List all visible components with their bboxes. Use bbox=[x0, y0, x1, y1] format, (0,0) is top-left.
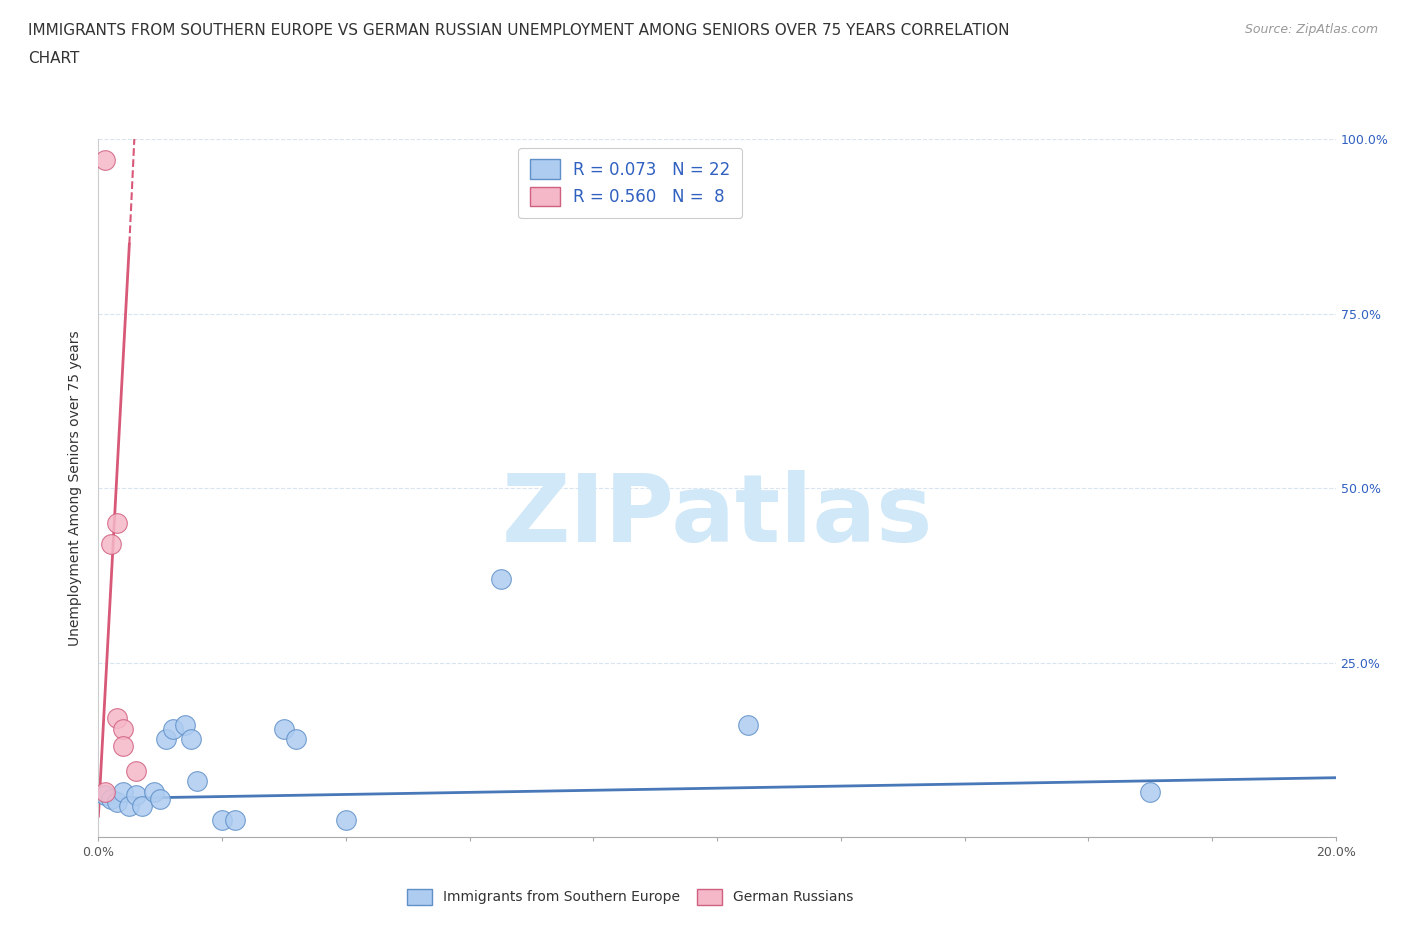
Point bbox=[149, 791, 172, 806]
Point bbox=[737, 718, 759, 733]
Point bbox=[100, 537, 122, 551]
Point bbox=[93, 153, 115, 168]
Point bbox=[162, 722, 184, 737]
Text: Source: ZipAtlas.com: Source: ZipAtlas.com bbox=[1244, 23, 1378, 36]
Text: CHART: CHART bbox=[28, 51, 80, 66]
Point bbox=[174, 718, 197, 733]
Point bbox=[118, 798, 141, 813]
Point bbox=[112, 722, 135, 737]
Point bbox=[124, 764, 146, 778]
Point bbox=[112, 738, 135, 753]
Point bbox=[105, 515, 128, 530]
Y-axis label: Unemployment Among Seniors over 75 years: Unemployment Among Seniors over 75 years bbox=[69, 330, 83, 646]
Point bbox=[186, 774, 208, 789]
Point bbox=[105, 794, 128, 809]
Point bbox=[124, 788, 146, 803]
Point bbox=[285, 732, 308, 747]
Point bbox=[105, 711, 128, 725]
Point bbox=[211, 812, 233, 827]
Point bbox=[224, 812, 246, 827]
Point bbox=[93, 788, 115, 803]
Point bbox=[100, 791, 122, 806]
Legend: Immigrants from Southern Europe, German Russians: Immigrants from Southern Europe, German … bbox=[402, 884, 859, 910]
Point bbox=[489, 571, 512, 587]
Text: IMMIGRANTS FROM SOUTHERN EUROPE VS GERMAN RUSSIAN UNEMPLOYMENT AMONG SENIORS OVE: IMMIGRANTS FROM SOUTHERN EUROPE VS GERMA… bbox=[28, 23, 1010, 38]
Point bbox=[155, 732, 177, 747]
Point bbox=[112, 784, 135, 799]
Point bbox=[335, 812, 357, 827]
Point bbox=[131, 798, 153, 813]
Point bbox=[143, 784, 166, 799]
Point bbox=[93, 784, 115, 799]
Point bbox=[273, 722, 295, 737]
Point bbox=[180, 732, 202, 747]
Text: ZIPatlas: ZIPatlas bbox=[502, 471, 932, 562]
Point bbox=[1139, 784, 1161, 799]
